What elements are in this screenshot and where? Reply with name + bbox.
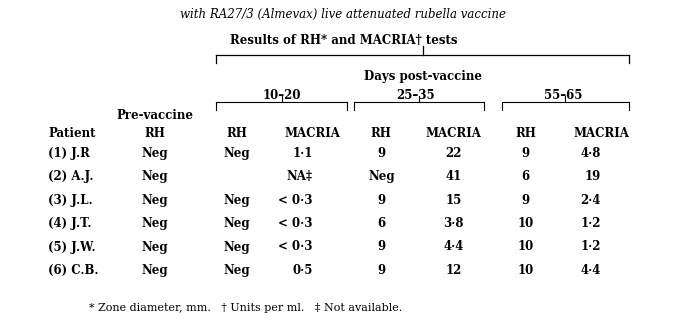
Text: 22: 22 <box>445 147 462 160</box>
Text: 6: 6 <box>377 217 385 230</box>
Text: Neg: Neg <box>142 170 168 183</box>
Text: 10: 10 <box>517 264 534 277</box>
Text: 10: 10 <box>517 240 534 254</box>
Text: (4) J.T.: (4) J.T. <box>48 217 91 230</box>
Text: * Zone diameter, mm.   † Units per ml.   ‡ Not available.: * Zone diameter, mm. † Units per ml. ‡ N… <box>89 303 403 313</box>
Text: Neg: Neg <box>142 264 168 277</box>
Text: 55–65: 55–65 <box>544 89 583 102</box>
Text: 9: 9 <box>377 264 385 277</box>
Text: Neg: Neg <box>224 264 250 277</box>
Text: 41: 41 <box>445 170 462 183</box>
Text: NA‡: NA‡ <box>286 170 313 183</box>
Text: < 0·3: < 0·3 <box>278 217 313 230</box>
Text: 10–20: 10–20 <box>262 89 301 102</box>
Text: MACRIA: MACRIA <box>425 127 482 140</box>
Text: Neg: Neg <box>368 170 394 183</box>
Text: Neg: Neg <box>142 240 168 254</box>
Text: Neg: Neg <box>142 194 168 207</box>
Text: 12: 12 <box>445 264 462 277</box>
Text: (1) J.R: (1) J.R <box>48 147 90 160</box>
Text: (6) C.B.: (6) C.B. <box>48 264 99 277</box>
Text: 9: 9 <box>377 240 385 254</box>
Text: Neg: Neg <box>142 147 168 160</box>
Text: 19: 19 <box>585 170 601 183</box>
Text: Neg: Neg <box>224 147 250 160</box>
Text: 9: 9 <box>377 194 385 207</box>
Text: Neg: Neg <box>224 194 250 207</box>
Text: 15: 15 <box>445 194 462 207</box>
Text: < 0·3: < 0·3 <box>278 194 313 207</box>
Text: 9: 9 <box>521 147 530 160</box>
Text: 3·8: 3·8 <box>443 217 464 230</box>
Text: Pre-vaccine: Pre-vaccine <box>116 109 193 122</box>
Text: 9: 9 <box>377 147 385 160</box>
Text: RH: RH <box>515 127 536 140</box>
Text: 0·5: 0·5 <box>292 264 313 277</box>
Text: Neg: Neg <box>224 240 250 254</box>
Text: 1·2: 1·2 <box>581 240 601 254</box>
Text: 4·4: 4·4 <box>443 240 464 254</box>
Text: RH: RH <box>227 127 247 140</box>
Text: Days post-vaccine: Days post-vaccine <box>363 70 482 83</box>
Text: MACRIA: MACRIA <box>573 127 629 140</box>
Text: 4·8: 4·8 <box>581 147 601 160</box>
Text: (2) A.J.: (2) A.J. <box>48 170 93 183</box>
Text: (3) J.L.: (3) J.L. <box>48 194 93 207</box>
Text: 2·4: 2·4 <box>581 194 601 207</box>
Text: RH: RH <box>144 127 165 140</box>
Text: Patient: Patient <box>48 127 95 140</box>
Text: 1·1: 1·1 <box>292 147 313 160</box>
Text: 1·2: 1·2 <box>581 217 601 230</box>
Text: Results of RH* and MACRIA† tests: Results of RH* and MACRIA† tests <box>229 34 458 47</box>
Text: (5) J.W.: (5) J.W. <box>48 240 95 254</box>
Text: 25–35: 25–35 <box>396 89 435 102</box>
Text: MACRIA: MACRIA <box>284 127 341 140</box>
Text: Neg: Neg <box>142 217 168 230</box>
Text: 6: 6 <box>521 170 530 183</box>
Text: < 0·3: < 0·3 <box>278 240 313 254</box>
Text: RH: RH <box>371 127 392 140</box>
Text: with RA27/3 (Almevax) live attenuated rubella vaccine: with RA27/3 (Almevax) live attenuated ru… <box>181 8 506 21</box>
Text: 4·4: 4·4 <box>581 264 601 277</box>
Text: 9: 9 <box>521 194 530 207</box>
Text: 10: 10 <box>517 217 534 230</box>
Text: Neg: Neg <box>224 217 250 230</box>
